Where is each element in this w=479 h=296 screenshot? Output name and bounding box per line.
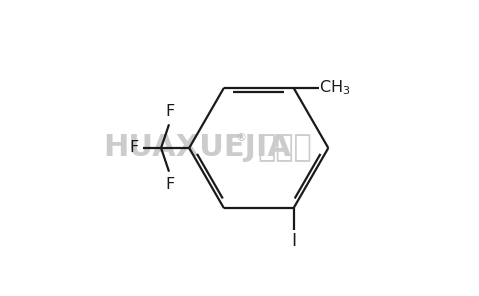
Text: CH$_3$: CH$_3$ bbox=[319, 78, 351, 97]
Text: ®: ® bbox=[236, 133, 247, 143]
Text: 化学加: 化学加 bbox=[257, 133, 312, 163]
Text: F: F bbox=[165, 104, 174, 119]
Text: I: I bbox=[291, 232, 296, 250]
Text: HUAXUEJIA: HUAXUEJIA bbox=[103, 133, 291, 163]
Text: F: F bbox=[165, 177, 174, 192]
Text: F: F bbox=[129, 141, 138, 155]
